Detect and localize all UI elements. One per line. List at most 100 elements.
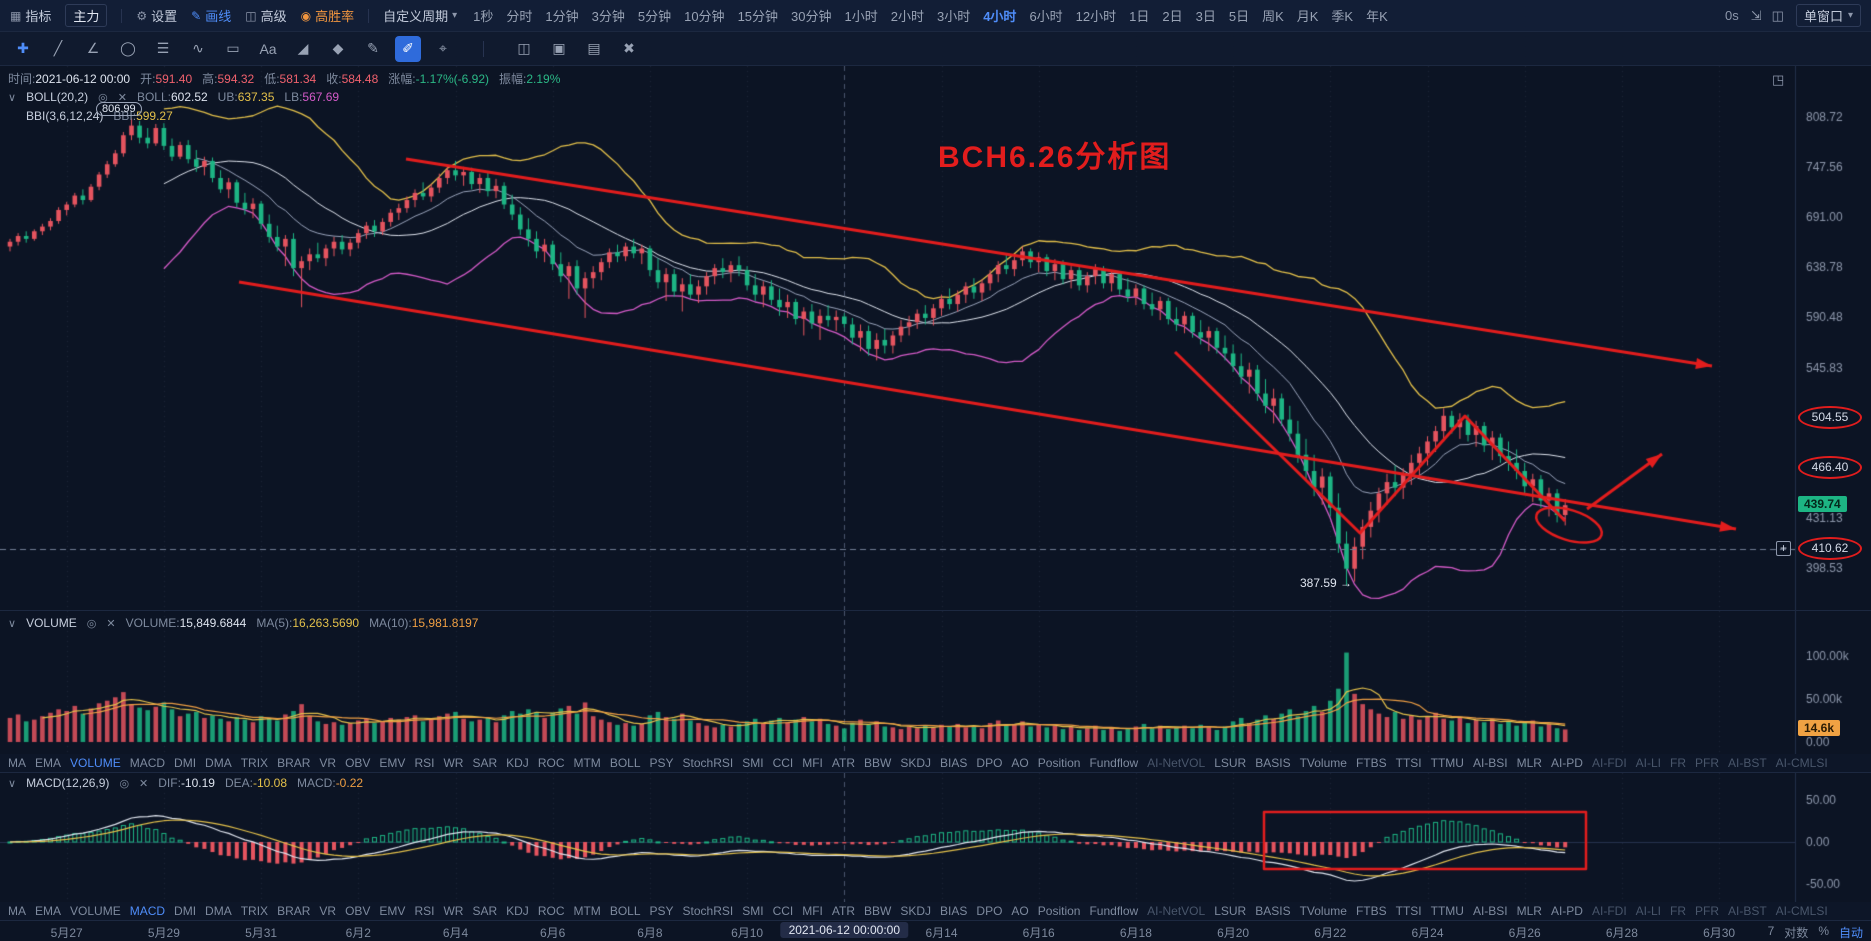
interval-2日[interactable]: 2日 [1162,9,1183,24]
tab-AO[interactable]: AO [1011,756,1029,770]
tab-MACD[interactable]: MACD [129,904,166,918]
settings-button[interactable]: ⚙ 设置 [136,6,177,25]
close-icon[interactable]: ✕ [117,91,127,104]
tab-SAR[interactable]: SAR [472,904,498,918]
tab-BIAS[interactable]: BIAS [940,904,968,918]
tab-MLR[interactable]: MLR [1516,756,1542,770]
interval-15分钟[interactable]: 15分钟 [737,9,779,24]
tab-DMA[interactable]: DMA [205,904,232,918]
tab-TRIX[interactable]: TRIX [240,756,269,770]
tab-MFI[interactable]: MFI [802,756,823,770]
copy-tool[interactable]: ▣ [552,40,566,56]
tab-BIAS[interactable]: BIAS [940,756,968,770]
tab-WR[interactable]: WR [443,904,464,918]
tab-AI-BST[interactable]: AI-BST [1728,904,1767,918]
draw-line-button[interactable]: ✎ 画线 [191,6,231,25]
tab-AI-CMLSI[interactable]: AI-CMLSI [1775,756,1828,770]
tab-SMI[interactable]: SMI [742,756,764,770]
interval-2小时[interactable]: 2小时 [890,9,924,24]
tab-VR[interactable]: VR [319,756,337,770]
tab-VOLUME[interactable]: VOLUME [70,904,121,918]
tab-MFI[interactable]: MFI [802,904,823,918]
tab-DMI[interactable]: DMI [174,756,197,770]
tab-AI-CMLSI[interactable]: AI-CMLSI [1775,904,1828,918]
main-chart-canvas[interactable] [0,66,1871,610]
tab-PSY[interactable]: PSY [649,904,674,918]
interval-3小时[interactable]: 3小时 [936,9,971,24]
scale-toggle-7[interactable]: 7 [1767,924,1775,938]
pane-expand-icon[interactable]: ◳ [1772,72,1785,87]
marker-tool[interactable]: ✐ [395,35,421,62]
pen-tool[interactable]: ✎ [367,40,379,56]
chart-annotation-title[interactable]: BCH6.26分析图 [938,141,1172,174]
tab-ROC[interactable]: ROC [537,904,565,918]
tab-BOLL[interactable]: BOLL [609,756,641,770]
window-mode-dropdown[interactable]: 单窗口 ▾ [1795,4,1861,27]
rectangle-tool[interactable]: ▭ [226,40,240,56]
text-tool[interactable]: Aa [259,40,277,57]
wave-tool[interactable]: ∿ [192,40,204,56]
tab-Fundflow[interactable]: Fundflow [1089,756,1139,770]
tab-TVolume[interactable]: TVolume [1299,756,1347,770]
interval-3分钟[interactable]: 3分钟 [591,9,625,24]
tab-BBW[interactable]: BBW [864,904,892,918]
tab-VOLUME[interactable]: VOLUME [70,756,121,770]
scale-toggle-对数[interactable]: 对数 [1784,926,1809,940]
tab-WR[interactable]: WR [443,756,464,770]
tab-PFR[interactable]: PFR [1695,904,1719,918]
tab-DMA[interactable]: DMA [205,756,232,770]
interval-4小时[interactable]: 4小时 [983,9,1017,24]
tab-LSUR[interactable]: LSUR [1214,904,1247,918]
crosshair-tool[interactable]: ✚ [17,40,29,56]
tab-Fundflow[interactable]: Fundflow [1089,904,1139,918]
interval-分时[interactable]: 分时 [506,9,533,24]
tab-FTBS[interactable]: FTBS [1355,904,1387,918]
tab-AI-LI[interactable]: AI-LI [1635,904,1661,918]
tab-OBV[interactable]: OBV [345,904,371,918]
interval-3日[interactable]: 3日 [1195,9,1216,24]
tab-MA[interactable]: MA [8,756,26,770]
tab-TTMU[interactable]: TTMU [1430,756,1464,770]
interval-6小时[interactable]: 6小时 [1029,9,1063,24]
delete-tool[interactable]: ✖ [623,40,635,56]
interval-季K[interactable]: 季K [1331,9,1354,24]
tab-PSY[interactable]: PSY [649,756,674,770]
main-force-chip[interactable]: 主力 [65,4,108,27]
indicator-menu[interactable]: ▦ 指标 [10,6,51,25]
tab-MA[interactable]: MA [8,904,26,918]
advanced-button[interactable]: ◫ 高级 [245,6,286,25]
interval-1分钟[interactable]: 1分钟 [545,9,579,24]
tab-AI-PD[interactable]: AI-PD [1550,756,1583,770]
tab-BBW[interactable]: BBW [864,756,892,770]
interval-10分钟[interactable]: 10分钟 [684,9,725,24]
tab-ATR[interactable]: ATR [831,904,856,918]
tab-MTM[interactable]: MTM [573,904,601,918]
scale-toggle-%[interactable]: % [1818,924,1829,938]
multi-chart-icon[interactable]: ◫ [1771,7,1784,23]
tab-TRIX[interactable]: TRIX [240,904,269,918]
tab-DMI[interactable]: DMI [174,904,197,918]
tab-BOLL[interactable]: BOLL [609,904,641,918]
interval-月K[interactable]: 月K [1296,9,1319,24]
tab-EMA[interactable]: EMA [35,756,62,770]
high-win-rate-button[interactable]: ◉ 高胜率 [301,6,355,25]
tab-TTSI[interactable]: TTSI [1395,904,1422,918]
collapse-icon[interactable]: ∨ [8,91,17,104]
custom-period-dropdown[interactable]: 自定义周期 ▾ [383,6,457,25]
tab-ATR[interactable]: ATR [831,756,856,770]
screenshot-tool[interactable]: ◫ [517,40,531,56]
tab-OBV[interactable]: OBV [345,756,371,770]
tab-KDJ[interactable]: KDJ [506,904,529,918]
tab-BASIS[interactable]: BASIS [1255,904,1291,918]
fullscreen-icon[interactable]: ⇲ [1750,7,1762,23]
ellipse-tool[interactable]: ◯ [120,40,136,56]
tab-AI-FDI[interactable]: AI-FDI [1591,756,1627,770]
tab-DPO[interactable]: DPO [976,756,1003,770]
eye-icon[interactable]: ◎ [98,91,108,104]
close-icon[interactable]: ✕ [106,617,116,630]
macd-canvas[interactable] [0,773,1871,902]
tab-FTBS[interactable]: FTBS [1355,756,1387,770]
interval-12小时[interactable]: 12小时 [1075,9,1117,24]
tab-TVolume[interactable]: TVolume [1299,904,1347,918]
fill-tool[interactable]: ◆ [332,40,344,56]
